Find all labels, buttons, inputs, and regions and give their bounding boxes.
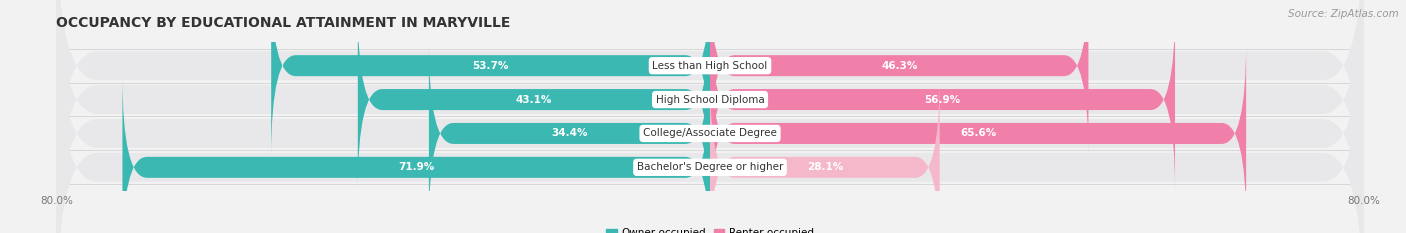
Text: 56.9%: 56.9%: [925, 95, 960, 105]
Text: 28.1%: 28.1%: [807, 162, 844, 172]
Text: High School Diploma: High School Diploma: [655, 95, 765, 105]
Text: 34.4%: 34.4%: [551, 128, 588, 138]
Legend: Owner-occupied, Renter-occupied: Owner-occupied, Renter-occupied: [602, 224, 818, 233]
Text: Source: ZipAtlas.com: Source: ZipAtlas.com: [1288, 9, 1399, 19]
FancyBboxPatch shape: [56, 0, 1364, 233]
FancyBboxPatch shape: [56, 12, 1364, 233]
Text: 71.9%: 71.9%: [398, 162, 434, 172]
Text: 46.3%: 46.3%: [882, 61, 917, 71]
Text: OCCUPANCY BY EDUCATIONAL ATTAINMENT IN MARYVILLE: OCCUPANCY BY EDUCATIONAL ATTAINMENT IN M…: [56, 16, 510, 30]
Text: Less than High School: Less than High School: [652, 61, 768, 71]
FancyBboxPatch shape: [122, 76, 710, 233]
Text: 65.6%: 65.6%: [960, 128, 997, 138]
FancyBboxPatch shape: [271, 0, 710, 157]
FancyBboxPatch shape: [429, 42, 710, 225]
Text: 53.7%: 53.7%: [472, 61, 509, 71]
Text: College/Associate Degree: College/Associate Degree: [643, 128, 778, 138]
FancyBboxPatch shape: [56, 0, 1364, 221]
FancyBboxPatch shape: [710, 76, 939, 233]
Text: 43.1%: 43.1%: [516, 95, 553, 105]
FancyBboxPatch shape: [710, 42, 1246, 225]
FancyBboxPatch shape: [56, 0, 1364, 233]
FancyBboxPatch shape: [710, 8, 1175, 191]
FancyBboxPatch shape: [710, 0, 1088, 157]
FancyBboxPatch shape: [357, 8, 710, 191]
Text: Bachelor's Degree or higher: Bachelor's Degree or higher: [637, 162, 783, 172]
